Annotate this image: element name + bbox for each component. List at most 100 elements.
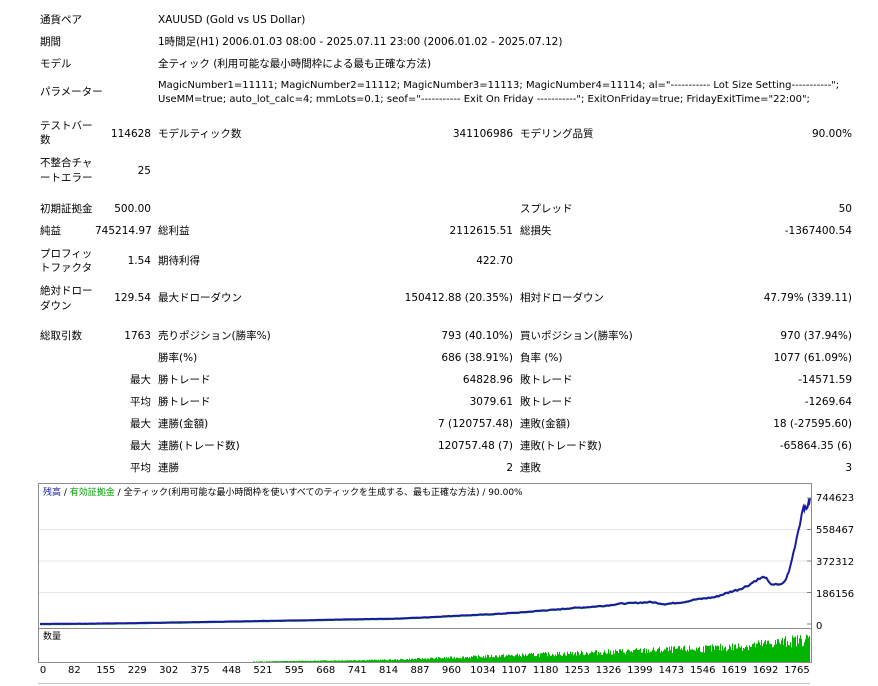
volume-bar [526, 655, 527, 662]
volume-bar [701, 651, 702, 662]
volume-bar [709, 645, 710, 662]
volume-bar [438, 657, 439, 662]
volume-bar [479, 656, 480, 662]
short-positions-value: 793 (40.10%) [441, 330, 513, 342]
volume-bar [256, 661, 257, 662]
volume-bar [779, 642, 780, 662]
volume-bar [292, 661, 293, 662]
x-tick-label: 960 [441, 665, 461, 676]
volume-bar [666, 647, 667, 662]
volume-bar [704, 652, 705, 662]
gross-loss-value: -1367400.54 [784, 225, 852, 237]
volume-bar [799, 638, 800, 662]
volume-bar [619, 649, 620, 662]
volume-bar [610, 650, 611, 662]
volume-bar [357, 660, 358, 662]
volume-bar [596, 649, 597, 662]
volume-bar [351, 660, 352, 662]
volume-bar [648, 649, 649, 662]
volume-bar [805, 639, 806, 662]
volume-bar [509, 655, 510, 662]
volume-bar [706, 645, 707, 662]
volume-bar [394, 659, 395, 662]
volume-bar [377, 660, 378, 662]
volume-bar [587, 653, 588, 662]
volume-bar [651, 651, 652, 662]
volume-bar [460, 658, 461, 662]
ticks-value: 341106986 [452, 128, 513, 140]
volume-chart-svg [253, 634, 810, 662]
volume-bar [480, 656, 481, 662]
volume-bar [535, 656, 536, 662]
volume-bar [287, 660, 288, 662]
volume-bar [584, 655, 585, 662]
volume-bar [415, 658, 416, 662]
ticks-label: モデルティック数 [158, 128, 242, 140]
volume-bar [310, 660, 311, 662]
volume-bar [796, 646, 797, 662]
volume-bar [563, 653, 564, 662]
volume-bar [515, 655, 516, 662]
volume-bar [295, 661, 296, 662]
volume-bar [565, 655, 566, 662]
volume-bar [645, 653, 646, 662]
volume-bar [518, 656, 519, 662]
volume-bar [550, 655, 551, 662]
volume-bar [277, 661, 278, 662]
volume-bar [319, 661, 320, 662]
bottom-divider [38, 683, 810, 684]
avg-win-label: 勝トレード [158, 396, 211, 408]
volume-bar [418, 657, 419, 662]
volume-bar [627, 649, 628, 662]
cons-loss-count-label: 連敗(トレード数) [520, 440, 602, 452]
volume-bar [756, 643, 757, 662]
volume-bar [665, 649, 666, 662]
volume-bar [738, 643, 739, 662]
volume-bar [548, 652, 549, 662]
volume-bar [560, 654, 561, 662]
volume-bar [425, 658, 426, 662]
volume-bar [754, 642, 755, 662]
x-tick-label: 229 [127, 665, 147, 676]
volume-bar [569, 654, 570, 662]
volume-bar [575, 652, 576, 662]
volume-bar [771, 643, 772, 662]
volume-bar [379, 660, 380, 662]
volume-bar [386, 660, 387, 662]
volume-bar [743, 647, 744, 662]
volume-bar [746, 645, 747, 662]
volume-bar [296, 660, 297, 662]
volume-bar [369, 659, 370, 662]
volume-bar [592, 651, 593, 662]
volume-bar [532, 653, 533, 662]
volume-bar [335, 660, 336, 662]
y-tick-label: 372312 [816, 557, 855, 568]
volume-bar [554, 656, 555, 662]
volume-bar [354, 660, 355, 662]
model-value: 全ティック (利用可能な最小時間枠による最も正確な方法) [158, 58, 432, 70]
volume-bar [649, 652, 650, 662]
volume-bar [536, 656, 537, 662]
volume-bar [486, 657, 487, 662]
volume-bar [512, 655, 513, 662]
legend-quality: 90.00% [488, 488, 523, 498]
x-tick-label: 0 [39, 665, 47, 676]
volume-bar [562, 655, 563, 662]
volume-bar [426, 659, 427, 662]
largest-prefix: 最大 [130, 374, 151, 386]
cons-win-money-value: 7 (120757.48) [438, 418, 513, 430]
volume-bar [453, 658, 454, 662]
volume-bar [604, 650, 605, 662]
volume-bar [305, 660, 306, 662]
volume-bar [282, 660, 283, 662]
volume-bar [633, 650, 634, 662]
volume-bar [780, 644, 781, 662]
volume-bar [294, 660, 295, 662]
volume-bar [275, 661, 276, 662]
x-tick-label: 1253 [564, 665, 590, 676]
volume-bar [505, 656, 506, 662]
volume-bar [361, 660, 362, 662]
volume-bar [641, 652, 642, 662]
volume-bar [721, 650, 722, 662]
volume-bar [504, 657, 505, 662]
